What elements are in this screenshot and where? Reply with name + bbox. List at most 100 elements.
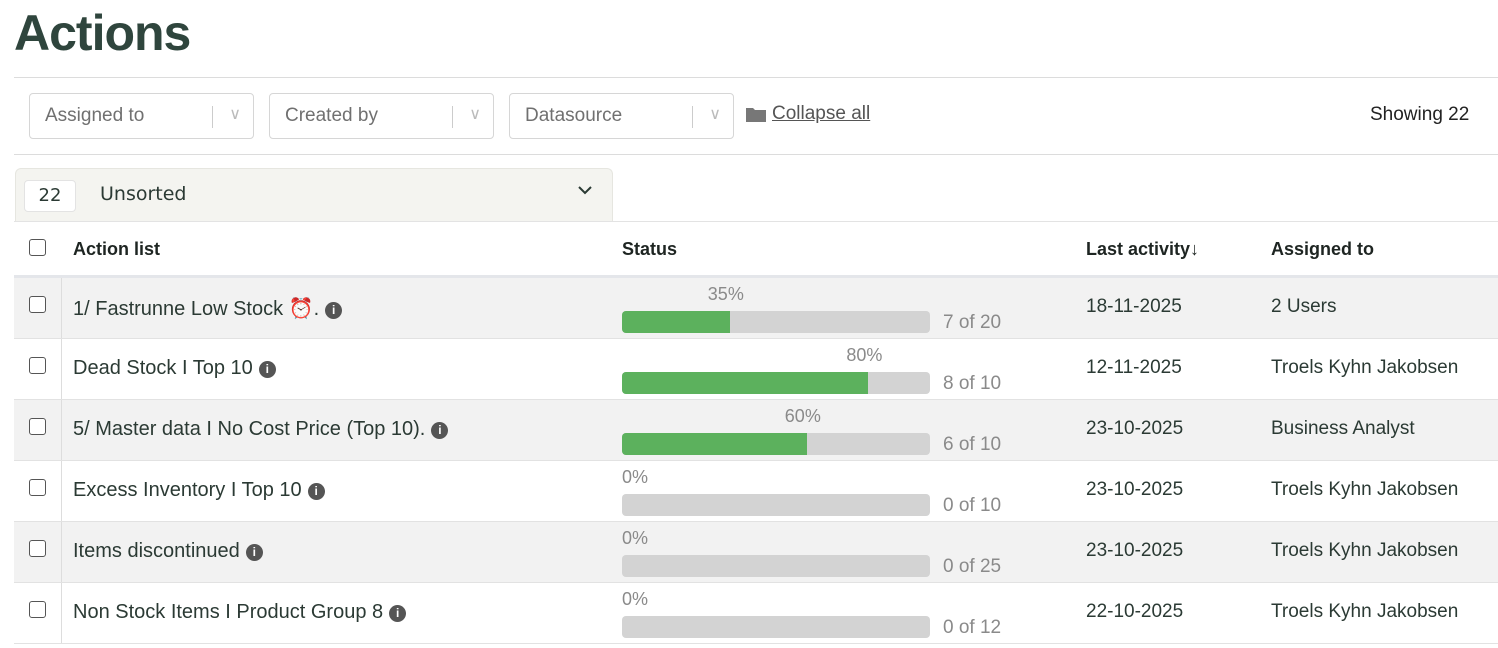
progress-count: 0 of 12 xyxy=(943,617,1002,638)
progress-count: 0 of 25 xyxy=(943,556,1002,577)
group-count-badge: 22 xyxy=(24,180,76,212)
progress-count: 7 of 20 xyxy=(943,312,1002,333)
info-icon[interactable]: i xyxy=(325,302,343,319)
table-row[interactable]: Dead Stock I Top 10 i 80% 8 of 10 12-11-2… xyxy=(14,339,1498,400)
action-list-name[interactable]: Excess Inventory I Top 10 i xyxy=(73,479,325,502)
action-name-text: 1/ Fastrunne Low Stock ⏰. xyxy=(73,298,320,320)
separator xyxy=(452,106,453,128)
progress-count: 8 of 10 xyxy=(943,373,1002,394)
collapse-all-link[interactable]: Collapse all xyxy=(746,103,870,125)
action-list-name[interactable]: 1/ Fastrunne Low Stock ⏰. i xyxy=(73,296,343,321)
separator xyxy=(212,106,213,128)
chevron-down-icon: ∨ xyxy=(469,106,481,123)
row-checkbox[interactable] xyxy=(29,296,46,313)
last-activity-date: 12-11-2025 xyxy=(1086,357,1182,378)
column-label: Last activity xyxy=(1086,239,1191,259)
last-activity-date: 22-10-2025 xyxy=(1086,601,1184,622)
last-activity-date: 23-10-2025 xyxy=(1086,540,1184,561)
progress-fill xyxy=(622,311,730,333)
column-status[interactable]: Status xyxy=(622,239,678,259)
table-row[interactable]: Excess Inventory I Top 10 i 0% 0 of 10 23… xyxy=(14,461,1498,522)
assigned-to-value: Troels Kyhn Jakobsen xyxy=(1271,479,1459,500)
info-icon[interactable]: i xyxy=(245,544,263,561)
row-checkbox[interactable] xyxy=(29,357,46,374)
sort-group-header[interactable]: 22 Unsorted xyxy=(15,168,613,221)
progress-percent: 60% xyxy=(784,406,821,426)
chevron-down-icon[interactable] xyxy=(576,181,594,199)
datasource-filter[interactable]: Datasource ∨ xyxy=(509,93,734,139)
info-icon[interactable]: i xyxy=(431,422,449,439)
info-icon[interactable]: i xyxy=(389,605,407,622)
progress-percent: 0% xyxy=(622,528,649,548)
chevron-down-icon: ∨ xyxy=(709,106,721,123)
last-activity-date: 23-10-2025 xyxy=(1086,418,1184,439)
info-icon[interactable]: i xyxy=(258,361,276,378)
progress-percent: 80% xyxy=(846,345,883,365)
sort-desc-icon: ↓ xyxy=(1190,239,1200,259)
progress-bar xyxy=(622,494,930,516)
showing-count: Showing 22 xyxy=(1370,104,1470,125)
progress-count: 0 of 10 xyxy=(943,495,1002,516)
divider xyxy=(14,77,1498,78)
progress-fill xyxy=(622,433,807,455)
row-checkbox[interactable] xyxy=(29,601,46,618)
row-checkbox[interactable] xyxy=(29,479,46,496)
action-list-name[interactable]: Non Stock Items I Product Group 8 i xyxy=(73,601,407,624)
assigned-to-value: Troels Kyhn Jakobsen xyxy=(1271,601,1459,622)
progress-bar xyxy=(622,372,930,394)
column-divider xyxy=(61,522,62,582)
table-row[interactable]: 1/ Fastrunne Low Stock ⏰. i 35% 7 of 20 1… xyxy=(14,278,1498,339)
progress-bar xyxy=(622,616,930,638)
assigned-to-filter[interactable]: Assigned to ∨ xyxy=(29,93,254,139)
row-checkbox[interactable] xyxy=(29,540,46,557)
progress-count: 6 of 10 xyxy=(943,434,1002,455)
action-name-text: Excess Inventory I Top 10 xyxy=(73,479,302,501)
info-icon[interactable]: i xyxy=(307,483,325,500)
column-divider xyxy=(61,400,62,460)
created-by-filter[interactable]: Created by ∨ xyxy=(269,93,494,139)
select-all-checkbox[interactable] xyxy=(29,239,46,256)
column-divider xyxy=(61,278,62,338)
progress-percent: 0% xyxy=(622,467,649,487)
progress-fill xyxy=(622,372,869,394)
table-row[interactable]: Items discontinued i 0% 0 of 25 23-10-202… xyxy=(14,522,1498,583)
sort-label: Unsorted xyxy=(100,183,187,205)
filter-label: Created by xyxy=(285,105,378,126)
action-name-text: 5/ Master data I No Cost Price (Top 10). xyxy=(73,418,426,440)
assigned-to-value: Troels Kyhn Jakobsen xyxy=(1271,540,1459,561)
actions-table: Action list Status Last activity↓ Assign… xyxy=(14,221,1498,644)
filter-label: Assigned to xyxy=(45,105,145,126)
column-assigned-to[interactable]: Assigned to xyxy=(1271,239,1375,259)
column-divider xyxy=(61,583,62,643)
progress-percent: 35% xyxy=(707,284,744,304)
action-list-name[interactable]: 5/ Master data I No Cost Price (Top 10).… xyxy=(73,418,449,441)
assigned-to-value: Troels Kyhn Jakobsen xyxy=(1271,357,1459,378)
divider xyxy=(14,154,1498,155)
column-divider xyxy=(61,461,62,521)
row-checkbox[interactable] xyxy=(29,418,46,435)
action-name-text: Non Stock Items I Product Group 8 xyxy=(73,601,384,623)
progress-bar xyxy=(622,433,930,455)
column-action-list[interactable]: Action list xyxy=(73,239,161,259)
column-last-activity[interactable]: Last activity↓ xyxy=(1086,239,1199,260)
assigned-to-value: Business Analyst xyxy=(1271,418,1415,439)
assigned-to-value: 2 Users xyxy=(1271,296,1337,317)
table-row[interactable]: 5/ Master data I No Cost Price (Top 10).… xyxy=(14,400,1498,461)
action-name-text: Dead Stock I Top 10 xyxy=(73,357,253,379)
filter-label: Datasource xyxy=(525,105,623,126)
action-list-name[interactable]: Dead Stock I Top 10 i xyxy=(73,357,276,380)
chevron-down-icon: ∨ xyxy=(229,106,241,123)
progress-percent: 0% xyxy=(622,589,649,609)
last-activity-date: 23-10-2025 xyxy=(1086,479,1184,500)
action-list-name[interactable]: Items discontinued i xyxy=(73,540,263,563)
folder-icon xyxy=(746,108,766,122)
collapse-all-label: Collapse all xyxy=(772,103,871,124)
page-title: Actions xyxy=(14,5,191,61)
last-activity-date: 18-11-2025 xyxy=(1086,296,1182,317)
table-row[interactable]: Non Stock Items I Product Group 8 i 0% 0 … xyxy=(14,583,1498,644)
column-divider xyxy=(61,339,62,399)
separator xyxy=(692,106,693,128)
action-name-text: Items discontinued xyxy=(73,540,240,562)
progress-bar xyxy=(622,311,930,333)
table-header: Action list Status Last activity↓ Assign… xyxy=(14,222,1498,278)
